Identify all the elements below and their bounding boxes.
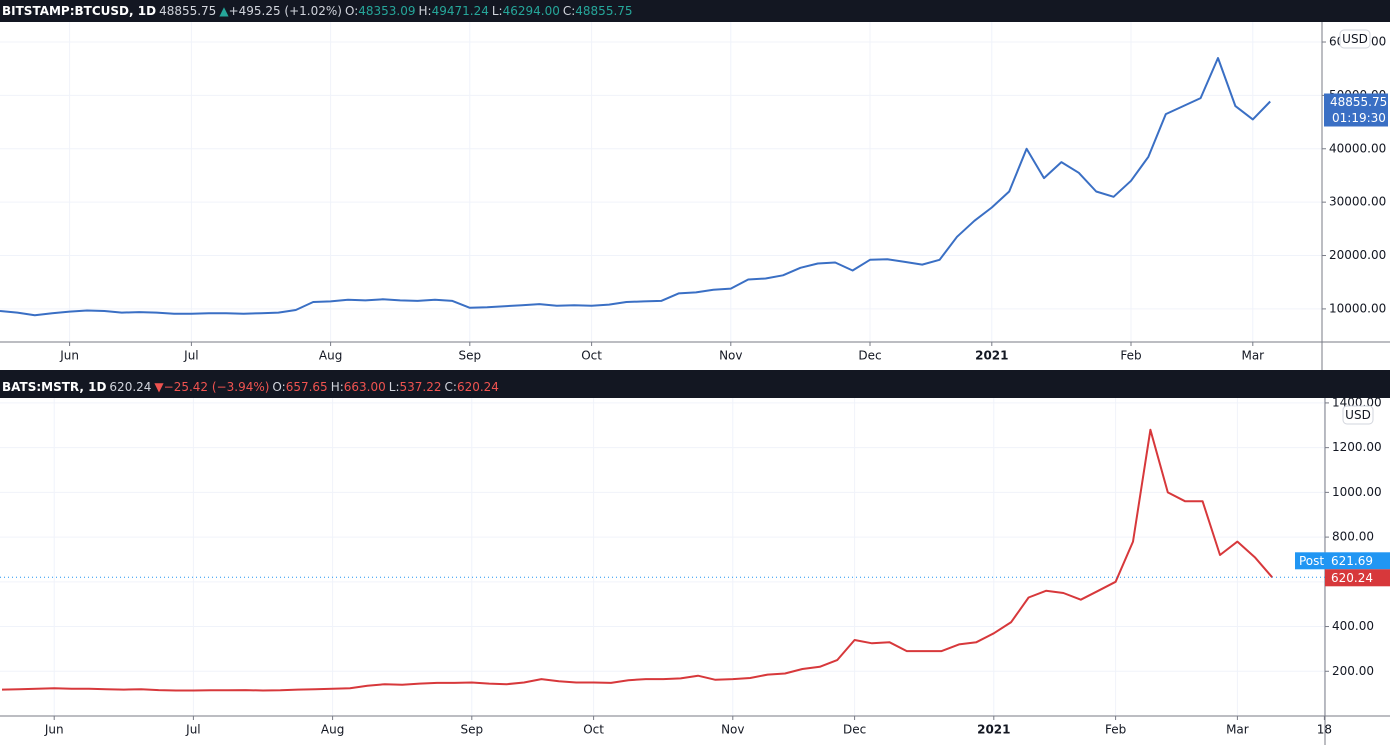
pane-separator	[0, 370, 1390, 376]
symbol: BITSTAMP:BTCUSD, 1D	[2, 4, 157, 18]
x-tick-label: Jul	[185, 723, 200, 737]
y-tick-label: 10000.00	[1329, 301, 1386, 315]
post-tag-value: 621.69	[1331, 554, 1373, 568]
direction-arrow: ▲	[219, 4, 229, 18]
post-tag-bg	[1295, 552, 1390, 570]
x-tick-label: Nov	[721, 723, 744, 737]
ohlc-key: L:	[491, 4, 503, 18]
x-tick-label: Feb	[1105, 723, 1126, 737]
y-tick-label: 800.00	[1332, 530, 1374, 544]
price-tag-bg	[1325, 569, 1390, 587]
ohlc-key: H:	[418, 4, 432, 18]
x-tick-label: Jun	[44, 723, 64, 737]
ohlc-value: 620.24	[456, 380, 499, 394]
x-tick-label: 2021	[975, 349, 1008, 363]
price-tag-bg	[1324, 93, 1388, 127]
x-tick-label: Dec	[858, 349, 881, 363]
ohlc-value: 49471.24	[431, 4, 489, 18]
x-tick-label: Mar	[1241, 349, 1264, 363]
chart: 200.00400.00600.00800.001000.001200.0014…	[0, 398, 1390, 745]
x-tick-label: Oct	[581, 349, 602, 363]
ohlc-key: H:	[330, 380, 344, 394]
price-line	[0, 57, 1271, 317]
price-line	[1, 428, 1273, 692]
last-price: 620.24	[109, 380, 152, 394]
x-tick-label: Sep	[460, 723, 483, 737]
currency-badge	[1342, 405, 1374, 425]
symbol: BATS:MSTR, 1D	[2, 380, 107, 394]
ohlc-key: C:	[562, 4, 576, 18]
ohlc-value: 48855.75	[575, 4, 633, 18]
x-tick-label: Oct	[583, 723, 604, 737]
post-tag-name: Post	[1299, 554, 1324, 568]
currency-badge	[1339, 29, 1371, 49]
x-tick-label: Mar	[1226, 723, 1249, 737]
ohlc-value: 657.65	[285, 380, 328, 394]
ohlc-value: 48353.09	[358, 4, 416, 18]
y-tick-label: 20000.00	[1329, 248, 1386, 262]
x-tick-label: Jul	[183, 349, 198, 363]
ohlc-key: O:	[272, 380, 286, 394]
price-tag-countdown: 01:19:30	[1332, 111, 1386, 125]
x-tick-label: Feb	[1120, 349, 1141, 363]
y-tick-label: 1200.00	[1332, 440, 1382, 454]
y-tick-label: 40000.00	[1329, 141, 1386, 155]
last-price: 48855.75	[159, 4, 217, 18]
ohlc-key: L:	[388, 380, 400, 394]
y-tick-label: 1000.00	[1332, 485, 1382, 499]
x-tick-label: Sep	[458, 349, 481, 363]
price-tag-value: 620.24	[1331, 571, 1373, 585]
direction-arrow: ▼	[154, 380, 164, 394]
legend-bar: BITSTAMP:BTCUSD, 1D 48855.75 ▲+495.25 (+1.…	[0, 0, 1390, 22]
x-tick-label: Nov	[719, 349, 742, 363]
x-tick-label: 18	[1317, 723, 1332, 737]
y-tick-label: 400.00	[1332, 619, 1374, 633]
ohlc-key: O:	[344, 4, 359, 18]
ohlc-value: 663.00	[343, 380, 386, 394]
x-tick-label: Aug	[321, 723, 344, 737]
price-tag-value: 48855.75	[1330, 95, 1387, 109]
y-tick-label: 200.00	[1332, 664, 1374, 678]
x-tick-label: Jun	[59, 349, 79, 363]
x-tick-label: Dec	[843, 723, 866, 737]
ohlc-value: 46294.00	[502, 4, 560, 18]
ohlc-key: C:	[444, 380, 457, 394]
legend-bar: BATS:MSTR, 1D 620.24 ▼−25.42 (−3.94%) O:657…	[0, 376, 1390, 398]
ohlc-value: 537.22	[399, 380, 442, 394]
x-tick-label: 2021	[977, 723, 1010, 737]
change: +495.25 (+1.02%)	[228, 4, 342, 18]
y-tick-label: 1400.00	[1332, 398, 1382, 409]
currency-label: USD	[1345, 408, 1371, 422]
y-tick-label: 30000.00	[1329, 195, 1386, 209]
chart: 10000.0020000.0030000.0040000.0050000.00…	[0, 22, 1390, 370]
change: −25.42 (−3.94%)	[163, 380, 270, 394]
x-tick-label: Aug	[319, 349, 342, 363]
currency-label: USD	[1342, 32, 1368, 46]
